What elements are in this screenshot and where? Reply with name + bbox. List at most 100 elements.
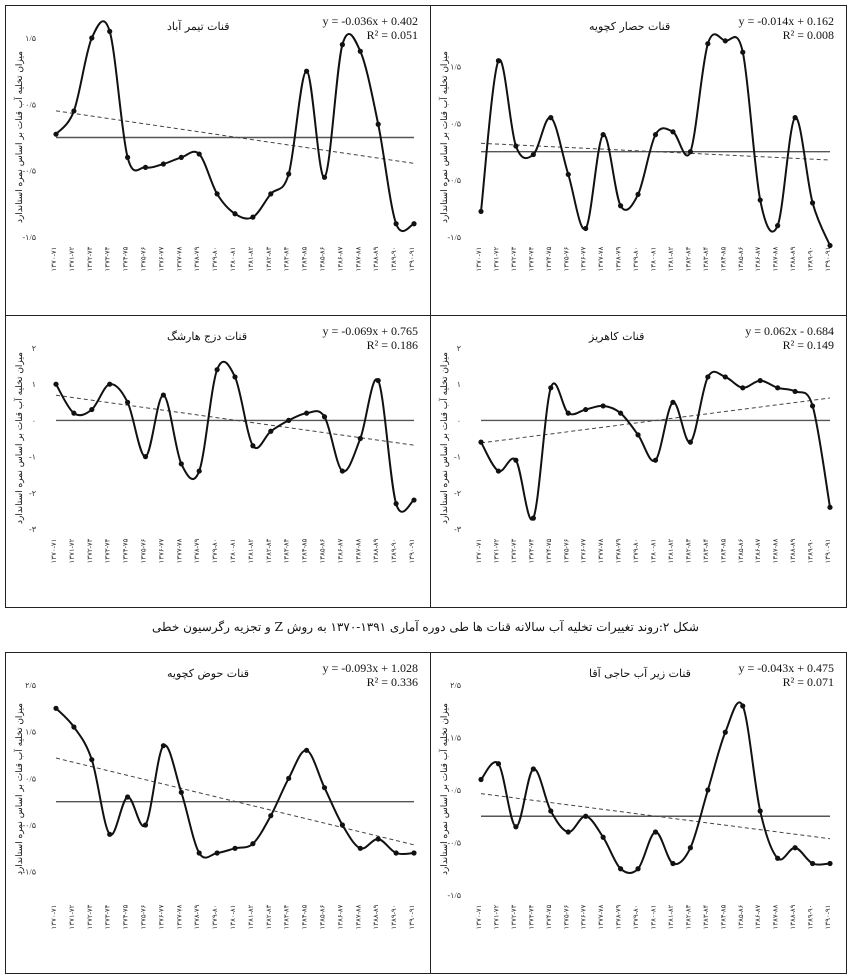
y-tick-label: ۱/۵ <box>450 62 461 71</box>
data-point <box>357 845 363 851</box>
x-tick-label: ۱۳۸۰-۸۱ <box>229 539 237 564</box>
x-tick-label: ۱۳۹۰-۹۱ <box>408 247 416 272</box>
data-point <box>339 42 345 48</box>
equation-text: y = 0.062x - 0.684 <box>745 324 834 338</box>
equation-text: y = -0.036x + 0.402 <box>322 14 418 28</box>
data-point <box>375 836 381 842</box>
x-tick-label: ۱۳۸۳-۸۴ <box>283 904 291 929</box>
data-point <box>740 385 746 391</box>
data-point <box>652 829 659 835</box>
data-point <box>142 454 149 460</box>
data-point <box>775 385 781 391</box>
data-point <box>635 432 641 438</box>
y-tick-label: -۱ <box>454 453 461 462</box>
x-tick-label: ۱۳۷۵-۷۶ <box>562 904 570 929</box>
y-tick-label: -۰/۵ <box>23 167 36 176</box>
data-point <box>635 866 641 872</box>
x-tick-label: ۱۳۷۰-۷۱ <box>50 905 58 930</box>
y-tick-label: -۳ <box>29 525 37 534</box>
r-squared-text: R² = 0.336 <box>366 675 418 689</box>
data-point <box>71 724 77 730</box>
regression-equation: y = -0.093x + 1.028 R² = 0.336 <box>322 661 418 689</box>
y-tick-label: -۲ <box>454 489 461 498</box>
data-point <box>142 164 149 170</box>
x-tick-label: ۱۳۸۲-۸۳ <box>684 904 692 929</box>
data-point <box>89 757 95 763</box>
x-tick-label: ۱۳۷۱-۷۲ <box>492 538 500 563</box>
x-tick-label: ۱۳۸۷-۸۸ <box>772 538 780 563</box>
x-tick-label: ۱۳۷۷-۷۸ <box>175 246 183 271</box>
x-tick-label: ۱۳۷۹-۸۰ <box>632 905 640 930</box>
x-tick-label: ۱۳۸۲-۸۳ <box>265 904 273 929</box>
data-point <box>357 48 363 54</box>
data-point <box>757 197 763 203</box>
x-tick-label: ۱۳۸۶-۸۷ <box>336 904 344 929</box>
y-tick-label: ۲ <box>32 344 36 353</box>
x-tick-label: ۱۳۸۵-۸۶ <box>319 904 327 929</box>
x-tick-label: ۱۳۸۴-۸۵ <box>719 538 727 563</box>
data-point <box>809 200 816 206</box>
y-tick-label: -۱/۵ <box>23 868 36 877</box>
x-tick-label: ۱۳۸۰-۸۱ <box>650 905 658 930</box>
data-point <box>513 143 519 149</box>
x-tick-label: ۱۳۸۹-۹۰ <box>390 247 398 272</box>
chart-panel-zirab-hajiagha: قنات زیر آب حاجی آقا y = -0.043x + 0.475 R… <box>430 652 847 974</box>
data-point <box>125 399 131 405</box>
chart-title: قنات تیمر آباد <box>167 20 230 33</box>
r-squared-text: R² = 0.051 <box>366 28 418 42</box>
y-tick-label: ۲ <box>457 344 461 353</box>
data-point <box>495 761 502 767</box>
x-tick-label: ۱۳۸۷-۸۸ <box>354 246 362 271</box>
x-tick-label: ۱۳۸۷-۸۸ <box>772 246 780 271</box>
chart-svg: ۲/۵ ۱/۵ ۰/۵ -۰/۵ -۱/۵ ۱۳۷۰-۷۱ ۱۳۷۱-۷۲ ۱۳۷۲-۷۳ ۱۳… <box>23 681 417 930</box>
series-line <box>480 33 831 246</box>
data-point <box>495 58 502 64</box>
x-tick-label: ۱۳۷۳-۷۴ <box>527 538 535 563</box>
data-point <box>304 410 310 416</box>
data-point <box>687 149 693 155</box>
data-point <box>53 381 59 387</box>
x-tick-label: ۱۳۸۴-۸۵ <box>719 904 727 929</box>
x-tick-label: ۱۳۸۲-۸۳ <box>684 538 692 563</box>
data-point <box>304 68 310 74</box>
regression-equation: y = 0.062x - 0.684 R² = 0.149 <box>745 324 834 352</box>
x-tick-label: ۱۳۸۹-۹۰ <box>807 905 815 930</box>
x-tick-label: ۱۳۸۹-۹۰ <box>807 539 815 564</box>
equation-text: y = -0.014x + 0.162 <box>738 14 834 28</box>
data-point <box>705 787 711 793</box>
data-point <box>495 468 502 474</box>
data-point <box>125 154 131 160</box>
data-point <box>107 28 113 34</box>
x-tick-label: ۱۳۷۴-۷۵ <box>122 246 130 271</box>
data-point <box>214 367 220 373</box>
x-tick-label: ۱۳۸۶-۸۷ <box>754 904 762 929</box>
chart-title: قنات کاهریز <box>589 330 645 343</box>
x-tick-label: ۱۳۷۶-۷۷ <box>157 246 165 271</box>
x-tick-label: ۱۳۷۹-۸۰ <box>632 539 640 564</box>
x-tick-label: ۱۳۷۵-۷۶ <box>140 246 148 271</box>
trend-line <box>55 110 415 164</box>
data-point <box>705 41 711 47</box>
x-tick-label: ۱۳۷۸-۷۹ <box>615 246 623 271</box>
y-tick-label: ۰ <box>32 416 36 425</box>
data-point <box>160 161 166 167</box>
y-tick-label: ۱/۵ <box>25 34 36 43</box>
data-point <box>393 501 399 507</box>
data-point <box>583 406 589 413</box>
data-point <box>670 399 676 405</box>
x-tick-label: ۱۳۷۶-۷۷ <box>157 904 165 929</box>
data-point <box>652 132 659 138</box>
x-tick-label: ۱۳۸۶-۸۷ <box>336 538 344 563</box>
regression-equation: y = -0.069x + 0.765 R² = 0.186 <box>322 324 418 352</box>
data-point <box>107 831 113 837</box>
data-point <box>827 860 833 867</box>
x-tick-label: ۱۳۸۱-۸۲ <box>247 246 255 271</box>
x-tick-label: ۱۳۷۰-۷۱ <box>475 247 483 272</box>
x-tick-label: ۱۳۷۶-۷۷ <box>580 538 588 563</box>
x-tick-label: ۱۳۷۶-۷۷ <box>580 246 588 271</box>
x-tick-label: ۱۳۸۱-۸۲ <box>247 904 255 929</box>
y-tick-label: ۰/۵ <box>25 100 36 109</box>
data-point <box>722 729 728 735</box>
r-squared-text: R² = 0.008 <box>782 28 834 42</box>
x-tick-label: ۱۳۷۸-۷۹ <box>193 538 201 563</box>
